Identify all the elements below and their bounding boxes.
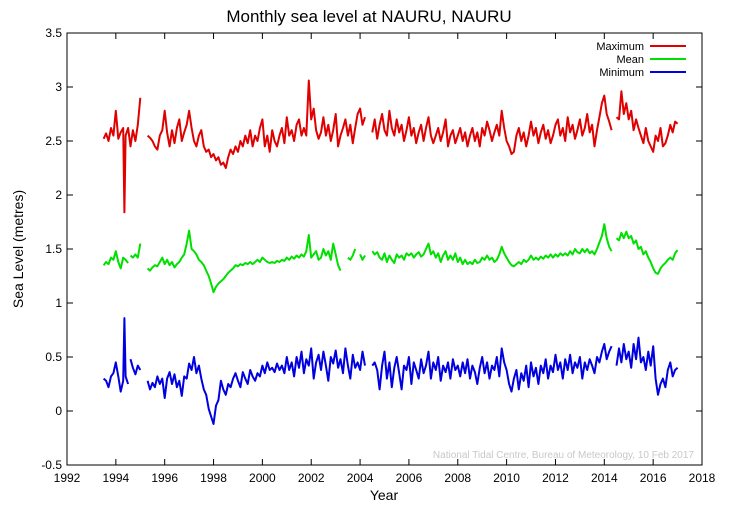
x-tick-label: 2004 xyxy=(347,471,374,485)
series-minimum xyxy=(102,317,679,425)
series-mean-line xyxy=(102,250,129,270)
series-mean-line xyxy=(146,229,342,294)
x-tick-label: 2002 xyxy=(298,471,325,485)
ticks-layer: 1992 1994 1996 1998 2000 2002 2004 2006 2008 2010… xyxy=(41,26,715,485)
credit-text: National Tidal Centre, Bureau of Meteoro… xyxy=(433,450,695,461)
series-maximum-line xyxy=(615,90,679,153)
series-mean-line xyxy=(615,230,679,275)
legend-label-minimum: Minimum xyxy=(599,67,644,79)
series-minimum-line xyxy=(371,343,613,393)
series-minimum-line xyxy=(102,317,130,393)
series-layer xyxy=(102,79,679,425)
series-mean-line xyxy=(129,243,142,259)
series-mean xyxy=(102,223,679,294)
x-tick-label: 1994 xyxy=(102,471,129,485)
series-mean-line xyxy=(359,253,366,261)
series-maximum-line xyxy=(102,97,142,214)
x-tick-label: 2012 xyxy=(542,471,569,485)
y-tick-label: 0 xyxy=(55,404,62,418)
y-tick-label: 1.5 xyxy=(45,242,62,256)
x-tick-label: 2000 xyxy=(249,471,276,485)
legend-label-mean: Mean xyxy=(616,54,644,66)
x-tick-label: 2010 xyxy=(493,471,520,485)
y-tick-label: 2 xyxy=(55,188,62,202)
x-axis-label: Year xyxy=(370,487,399,503)
series-mean-line xyxy=(371,223,613,268)
series-maximum-line xyxy=(146,79,366,169)
x-tick-label: 2014 xyxy=(591,471,618,485)
y-tick-label: 3 xyxy=(55,80,62,94)
y-axis-label: Sea Level (metres) xyxy=(10,190,26,308)
series-maximum-line xyxy=(371,94,613,155)
x-tick-label: 2006 xyxy=(396,471,423,485)
x-tick-label: 1992 xyxy=(54,471,81,485)
y-tick-label: 2.5 xyxy=(45,134,62,148)
y-tick-label: 0.5 xyxy=(45,350,62,364)
x-tick-label: 2016 xyxy=(640,471,667,485)
series-minimum-line xyxy=(129,358,142,376)
series-maximum xyxy=(102,79,679,214)
y-tick-label: 1 xyxy=(55,296,62,310)
series-minimum-line xyxy=(146,347,366,425)
y-tick-label: -0.5 xyxy=(41,458,62,472)
x-tick-label: 2008 xyxy=(444,471,471,485)
x-tick-label: 1996 xyxy=(151,471,178,485)
legend-label-maximum: Maximum xyxy=(596,41,644,53)
chart-title: Monthly sea level at NAURU, NAURU xyxy=(226,7,511,26)
x-tick-label: 2018 xyxy=(689,471,716,485)
y-tick-label: 3.5 xyxy=(45,26,62,40)
series-mean-line xyxy=(347,248,357,261)
series-minimum-line xyxy=(615,336,679,396)
x-tick-label: 1998 xyxy=(200,471,227,485)
